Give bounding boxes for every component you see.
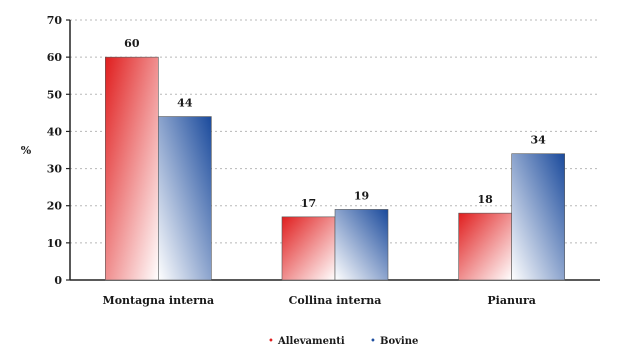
data-label: 17 [301, 197, 316, 210]
y-tick-label: 0 [54, 274, 62, 287]
y-tick-label: 60 [47, 51, 63, 64]
bar-allevamenti-2 [458, 212, 512, 281]
data-label: 44 [177, 97, 193, 110]
data-labels: 60 44 17 19 18 34 [124, 37, 546, 210]
bar-bovine-2 [511, 153, 565, 281]
bars [105, 56, 565, 281]
legend-label-allevamenti: Allevamenti [277, 336, 345, 347]
y-tick-label: 40 [47, 125, 63, 138]
legend-label-bovine: Bovine [380, 336, 418, 347]
bar-allevamenti-0 [105, 56, 159, 281]
category-label: Pianura [487, 294, 536, 307]
legend-item-allevamenti: • Allevamenti [268, 336, 345, 347]
y-tick-labels: 0 10 20 30 40 50 60 70 [47, 14, 70, 287]
y-tick-label: 10 [47, 237, 63, 250]
legend-marker-allevamenti: • [268, 336, 274, 347]
category-labels: Montagna interna Collina interna Pianura [103, 294, 536, 307]
data-label: 60 [124, 37, 140, 50]
bar-bovine-1 [334, 209, 389, 281]
data-label: 19 [354, 189, 369, 202]
legend-marker-bovine: • [370, 336, 376, 347]
bar-bovine-0 [158, 116, 212, 281]
legend-item-bovine: • Bovine [370, 336, 418, 347]
data-label: 34 [531, 134, 547, 147]
y-tick-label: 50 [47, 88, 63, 101]
bar-allevamenti-1 [281, 216, 336, 281]
legend: • Allevamenti • Bovine [268, 336, 418, 347]
y-tick-label: 70 [47, 14, 63, 27]
y-tick-label: 20 [47, 200, 63, 213]
y-tick-label: 30 [47, 163, 63, 176]
category-label: Montagna interna [103, 294, 215, 307]
y-axis-title: % [21, 144, 32, 157]
data-label: 18 [478, 193, 494, 206]
category-label: Collina interna [289, 294, 382, 307]
